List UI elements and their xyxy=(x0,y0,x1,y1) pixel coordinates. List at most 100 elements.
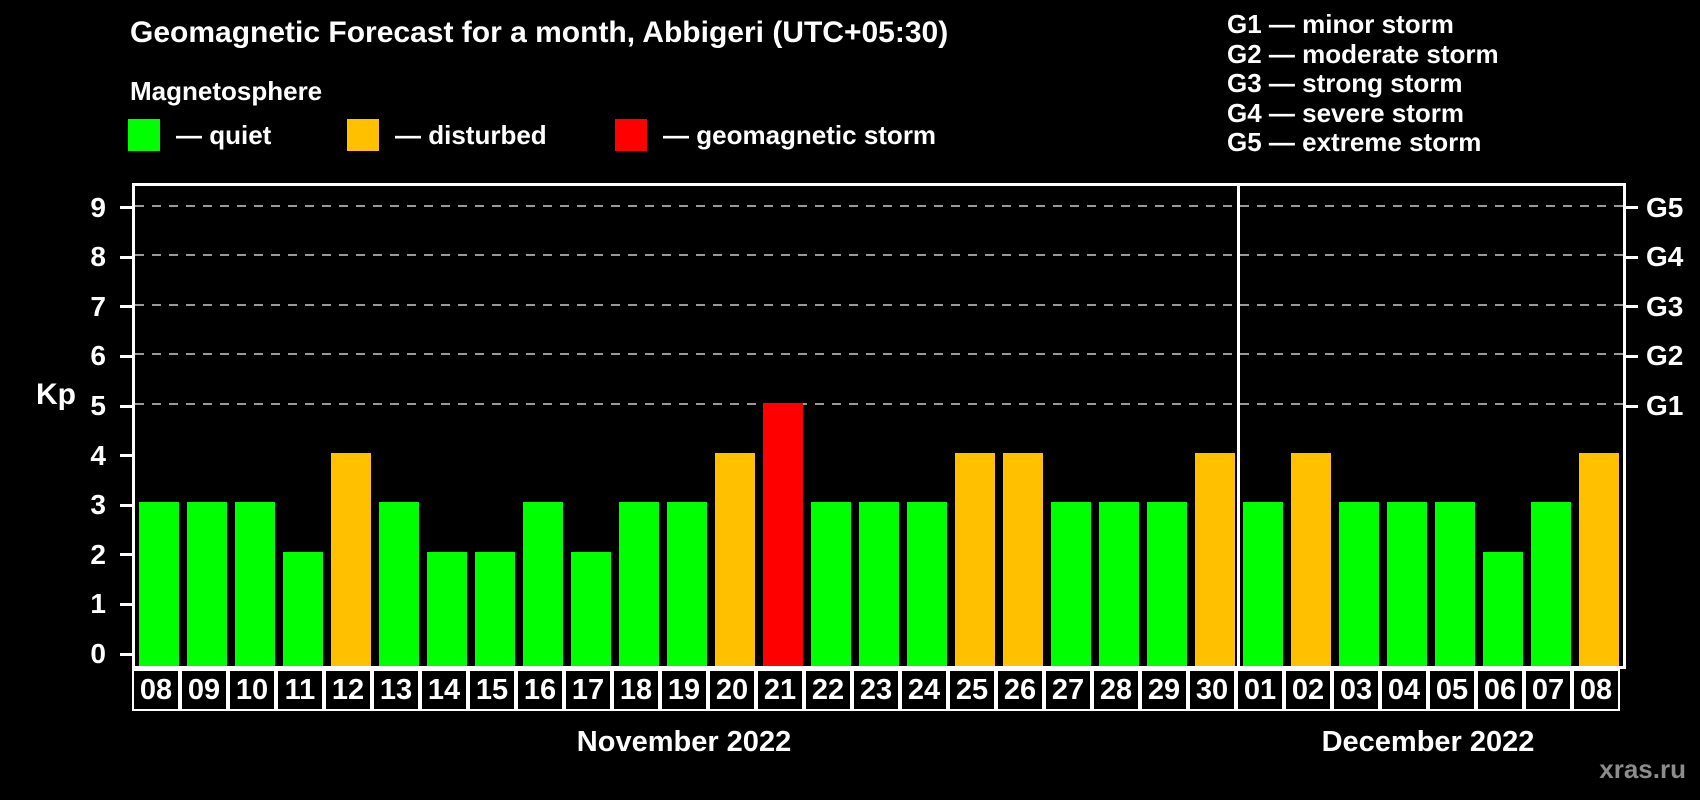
y-tick-label: 2 xyxy=(90,538,106,570)
day-label: 18 xyxy=(612,669,660,711)
y-tick-mark xyxy=(120,255,132,259)
kp-bar-disturbed xyxy=(955,452,995,666)
day-label: 19 xyxy=(660,669,708,711)
kp-bar-quiet xyxy=(1051,502,1091,666)
legend-item-storm: — geomagnetic storm xyxy=(615,118,936,152)
legend-item-quiet: — quiet xyxy=(128,118,271,152)
y-tick-mark xyxy=(120,305,132,309)
gridline-kp8 xyxy=(135,254,1623,257)
kp-bar-quiet xyxy=(379,502,419,666)
kp-bar-quiet xyxy=(1483,551,1523,666)
y-tick-mark xyxy=(120,404,132,408)
legend-item-disturbed: — disturbed xyxy=(347,118,547,152)
kp-bar-disturbed xyxy=(1579,452,1619,666)
y-tick-label: 5 xyxy=(90,390,106,421)
g-tick-label: G1 xyxy=(1646,390,1684,421)
kp-bar-quiet xyxy=(1339,502,1379,666)
y-tick-mark xyxy=(120,206,132,210)
day-label: 20 xyxy=(708,669,756,711)
day-label: 21 xyxy=(756,669,804,711)
day-label: 02 xyxy=(1284,669,1332,711)
kp-bar-quiet xyxy=(1243,502,1283,666)
y-tick-label: 7 xyxy=(90,290,106,322)
g-scale-line: G4 — severe storm xyxy=(1227,97,1465,128)
kp-bar-quiet xyxy=(1435,502,1475,666)
kp-bar-quiet xyxy=(187,502,227,666)
x-axis-day-labels: 08 09 10 11 12 13 14 15 16 17 18 19 20 21 22 23 24 25 26 27… xyxy=(132,669,1620,711)
month-label-november: November 2022 xyxy=(576,726,792,758)
day-label: 22 xyxy=(804,669,852,711)
y-tick-label: 9 xyxy=(90,191,106,223)
y-tick-mark xyxy=(120,454,132,458)
day-label: 01 xyxy=(1236,669,1284,711)
g-tick-label: G5 xyxy=(1646,191,1684,223)
kp-bar-quiet xyxy=(1387,502,1427,666)
day-label: 05 xyxy=(1428,669,1476,711)
y-axis-title: Kp xyxy=(36,378,76,411)
kp-bar-quiet xyxy=(523,502,563,666)
y-tick-label: 4 xyxy=(90,439,106,471)
storm-color-swatch xyxy=(615,119,647,151)
kp-bar-quiet xyxy=(667,502,707,666)
page-title: Geomagnetic Forecast for a month, Abbige… xyxy=(130,16,949,49)
kp-bar-disturbed xyxy=(1195,452,1235,666)
kp-bar-quiet xyxy=(907,502,947,666)
kp-bar-quiet xyxy=(619,502,659,666)
day-label: 16 xyxy=(516,669,564,711)
y-tick-mark xyxy=(120,602,132,606)
y-tick-mark xyxy=(120,354,132,358)
kp-bar-quiet xyxy=(1531,502,1571,666)
day-label: 25 xyxy=(948,669,996,711)
g-scale-line: G5 — extreme storm xyxy=(1227,127,1482,157)
day-label: 29 xyxy=(1140,669,1188,711)
y-tick-label: 8 xyxy=(90,241,106,273)
legend-item-label: — geomagnetic storm xyxy=(663,119,937,150)
kp-bar-quiet xyxy=(427,551,467,666)
kp-bar-quiet xyxy=(283,551,323,666)
y-tick-label: 3 xyxy=(90,489,106,521)
day-label: 26 xyxy=(996,669,1044,711)
kp-bar-quiet xyxy=(475,551,515,666)
day-label: 03 xyxy=(1332,669,1380,711)
g-tick-label: G4 xyxy=(1646,241,1684,273)
gridline-kp7 xyxy=(135,303,1623,306)
kp-bar-disturbed xyxy=(1003,452,1043,666)
kp-bar-quiet xyxy=(139,502,179,666)
g-tick-mark xyxy=(1626,255,1638,259)
kp-bar-disturbed xyxy=(715,452,755,666)
kp-bar-storm xyxy=(763,403,803,666)
month-separator-line xyxy=(1237,186,1240,666)
g-scale-legend: G1 — minor storm G2 — moderate storm G3 … xyxy=(1227,9,1499,158)
kp-bar-quiet xyxy=(235,502,275,666)
y-tick-mark xyxy=(120,652,132,656)
y-tick-label: 1 xyxy=(90,588,106,620)
y-tick-mark xyxy=(120,553,132,557)
day-label: 27 xyxy=(1044,669,1092,711)
day-label: 30 xyxy=(1188,669,1236,711)
day-label: 13 xyxy=(372,669,420,711)
g-tick-mark xyxy=(1626,305,1638,309)
gridline-kp5 xyxy=(135,403,1623,405)
day-label: 11 xyxy=(276,669,324,711)
month-label-december: December 2022 xyxy=(1321,726,1535,758)
g-tick-label: G3 xyxy=(1646,290,1684,322)
g-tick-mark xyxy=(1626,354,1638,358)
kp-bar-disturbed xyxy=(331,452,371,666)
kp-bar-quiet xyxy=(859,502,899,666)
gridline-kp9 xyxy=(135,204,1623,207)
gridline-kp6 xyxy=(135,353,1623,356)
plot-area xyxy=(132,183,1626,669)
day-label: 10 xyxy=(228,669,276,711)
kp-bar-quiet xyxy=(1147,502,1187,666)
g-tick-mark xyxy=(1626,206,1638,210)
quiet-color-swatch xyxy=(128,119,160,151)
kp-bar-quiet xyxy=(811,502,851,666)
legend-heading: Magnetosphere xyxy=(130,76,323,106)
y-tick-label: 6 xyxy=(90,340,106,372)
kp-bar-quiet xyxy=(1099,502,1139,666)
g-scale-line: G2 — moderate storm xyxy=(1227,38,1499,69)
day-label: 15 xyxy=(468,669,516,711)
day-label: 09 xyxy=(180,669,228,711)
day-label: 14 xyxy=(420,669,468,711)
